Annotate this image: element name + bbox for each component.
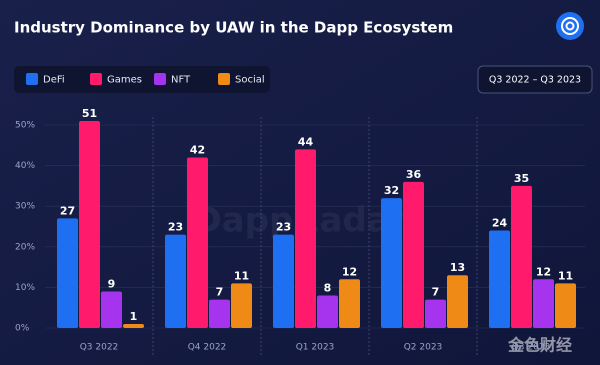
value-label: 7 <box>216 286 224 299</box>
legend-label: NFT <box>171 75 191 86</box>
x-tick-label: Q4 2022 <box>188 343 227 353</box>
value-label: 1 <box>130 310 138 323</box>
value-label: 11 <box>234 269 249 282</box>
bar <box>57 218 78 328</box>
bar <box>79 120 100 328</box>
legend-swatch <box>26 73 38 85</box>
value-label: 7 <box>432 286 440 299</box>
x-tick-label: Q3 2023 <box>512 343 551 353</box>
date-box <box>477 65 593 94</box>
bar <box>317 295 338 328</box>
bar <box>425 299 446 328</box>
legend-swatch <box>218 73 230 85</box>
value-label: 42 <box>190 143 205 156</box>
y-tick-label: 40% <box>15 161 35 171</box>
bar <box>187 157 208 328</box>
bar <box>339 279 360 328</box>
value-label: 23 <box>168 221 183 234</box>
value-label: 24 <box>492 217 508 230</box>
logo <box>556 12 584 40</box>
bar <box>555 283 576 328</box>
bar <box>273 234 294 328</box>
value-label: 35 <box>514 172 529 185</box>
bar <box>403 181 424 328</box>
legend-swatch <box>154 73 166 85</box>
x-tick-label: Q2 2023 <box>404 343 443 353</box>
value-label: 11 <box>558 269 573 282</box>
value-label: 51 <box>82 107 97 120</box>
value-label: 32 <box>384 184 399 197</box>
value-label: 8 <box>324 282 332 295</box>
bar <box>101 291 122 328</box>
legend-label: Social <box>235 75 265 86</box>
source-watermark: 金色财经 <box>507 336 572 355</box>
legend-swatch <box>90 73 102 85</box>
chart-title: Industry Dominance by UAW in the Dapp Ec… <box>14 19 453 37</box>
value-label: 36 <box>406 168 422 181</box>
value-label: 9 <box>108 277 116 290</box>
value-label: 12 <box>536 265 551 278</box>
bar <box>511 185 532 328</box>
value-label: 27 <box>60 204 75 217</box>
y-tick-label: 20% <box>15 242 35 252</box>
y-tick-label: 30% <box>15 202 35 212</box>
value-label: 23 <box>276 221 291 234</box>
value-label: 13 <box>450 261 465 274</box>
legend-label: Games <box>107 75 142 86</box>
date-range: Q3 2022 – Q3 2023 <box>489 75 581 86</box>
legend-label: DeFi <box>43 75 65 86</box>
bar <box>381 198 402 328</box>
bar <box>209 299 230 328</box>
x-tick-label: Q3 2022 <box>80 343 119 353</box>
x-tick-label: Q1 2023 <box>296 343 335 353</box>
bar <box>533 279 554 328</box>
bar <box>489 230 510 328</box>
value-label: 44 <box>298 135 314 148</box>
value-label: 12 <box>342 265 357 278</box>
bar <box>295 149 316 328</box>
y-tick-label: 50% <box>15 121 35 131</box>
bar <box>447 275 468 328</box>
bar <box>165 234 186 328</box>
bar <box>231 283 252 328</box>
legend-box <box>14 66 270 93</box>
y-tick-label: 0% <box>15 324 30 334</box>
bar <box>123 323 144 328</box>
y-tick-label: 10% <box>15 283 35 293</box>
